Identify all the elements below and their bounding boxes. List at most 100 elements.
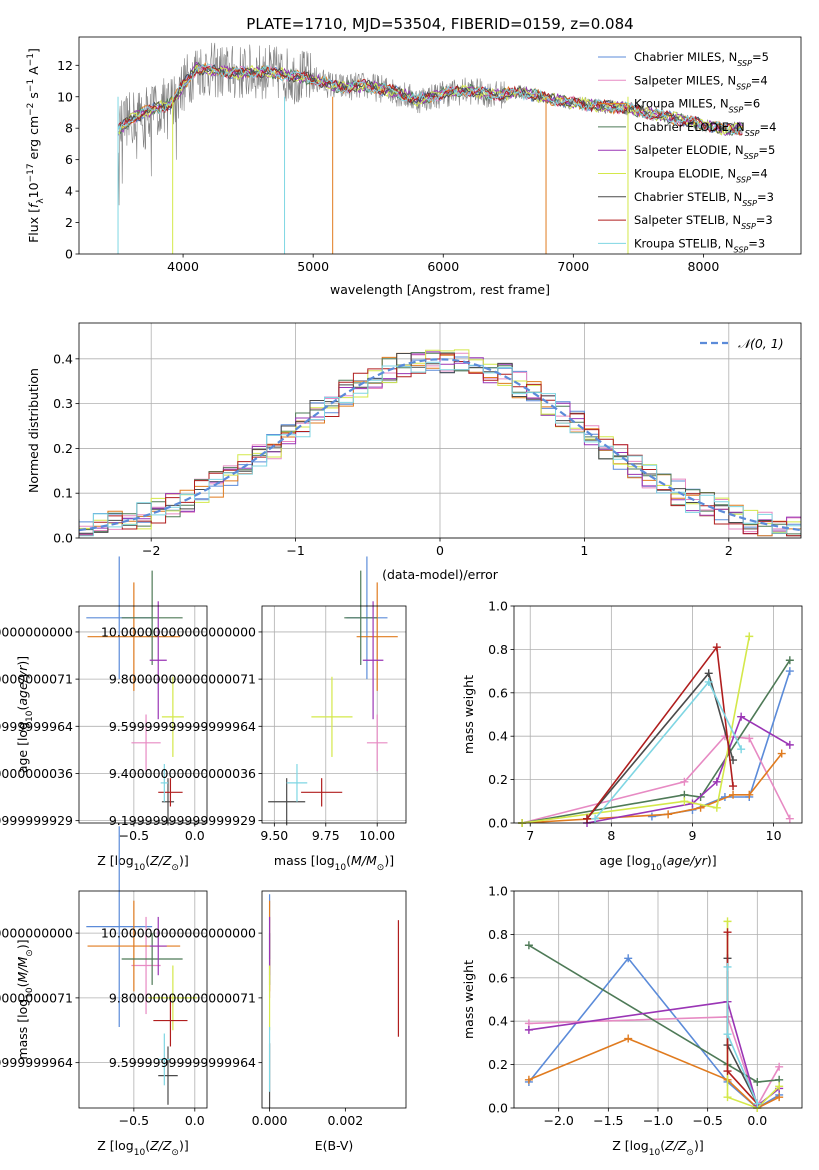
y-tick-label: 0.4 bbox=[488, 1014, 508, 1029]
y-tick-label: 9.80000000000000071 bbox=[0, 672, 73, 687]
axes-frame bbox=[78, 36, 802, 255]
legend-entry: Chabrier ELODIE, NSSP=4 bbox=[634, 120, 776, 138]
legend-entry: Kroupa STELIB, NSSP=3 bbox=[634, 236, 765, 254]
y-tick-label: 0.1 bbox=[53, 486, 73, 501]
x-tick-label: −0.5 bbox=[119, 828, 149, 843]
y-tick-label: 0.3 bbox=[53, 396, 73, 411]
x-tick-label: 1 bbox=[580, 543, 588, 558]
spectrum-model-line bbox=[117, 64, 743, 134]
mass_weight_vs_Z-xlabel: Z [log10(Z/Z⊙)] bbox=[612, 1138, 703, 1158]
x-tick-label: 0.002 bbox=[327, 1113, 363, 1128]
weight-marker bbox=[712, 803, 721, 812]
weight-marker bbox=[775, 1082, 784, 1091]
y-tick-label: 0.4 bbox=[53, 351, 73, 366]
x-tick-label: 8000 bbox=[688, 259, 720, 274]
y-tick-label: 0.6 bbox=[488, 685, 508, 700]
weight-marker bbox=[524, 1025, 533, 1034]
y-tick-label: 0.6 bbox=[488, 970, 508, 985]
residuals-xlabel: (data-model)/error bbox=[382, 567, 499, 582]
spectrum-model-line bbox=[117, 63, 743, 135]
axes-frame bbox=[78, 322, 802, 539]
weight-marker bbox=[712, 643, 721, 652]
y-tick-label: 9.80000000000000071 bbox=[109, 672, 256, 687]
mass_weight_vs_age-xlabel: age [log10(age/yr)] bbox=[599, 853, 716, 873]
age_vs_Z-xlabel: Z [log10(Z/Z⊙)] bbox=[97, 853, 188, 873]
weight-marker bbox=[704, 677, 713, 686]
legend-entry: Chabrier STELIB, NSSP=3 bbox=[634, 190, 774, 208]
spectrum-ylabel: Flux [fλ10−17 erg cm−2 s−1 A−1] bbox=[26, 48, 46, 243]
axes-frame bbox=[261, 605, 407, 824]
weight-marker bbox=[583, 814, 592, 823]
weight-marker bbox=[745, 734, 754, 743]
weight-marker bbox=[723, 962, 732, 971]
y-tick-label: 10.00000000000000000 bbox=[0, 926, 73, 941]
spectrum-panel: 4000 5000 6000 7000 8000 0 2 4 6 8 10 12 wavelength … bbox=[26, 36, 802, 297]
x-tick-label: −0.5 bbox=[119, 1113, 149, 1128]
y-tick-label: 0.0 bbox=[53, 531, 73, 546]
legend-entry: Salpeter ELODIE, NSSP=5 bbox=[634, 143, 775, 161]
x-tick-label: 6000 bbox=[427, 259, 459, 274]
mass_vs_Z-ylabel: mass [log10(M/M⊙)] bbox=[15, 939, 35, 1059]
y-tick-label: 9.40000000000000036 bbox=[0, 766, 73, 781]
weight-marker bbox=[723, 1030, 732, 1039]
weight-marker bbox=[704, 669, 713, 678]
y-tick-label: 10 bbox=[57, 89, 73, 104]
y-tick-label: 8 bbox=[65, 121, 73, 136]
x-tick-label: 7000 bbox=[557, 259, 589, 274]
weight-marker bbox=[723, 928, 732, 937]
weight-marker bbox=[591, 814, 600, 823]
y-tick-label: 9.40000000000000036 bbox=[109, 766, 256, 781]
mass_vs_Z-xlabel: Z [log10(Z/Z⊙)] bbox=[97, 1138, 188, 1158]
x-tick-label: 5000 bbox=[297, 259, 329, 274]
legend-entry: Kroupa MILES, NSSP=6 bbox=[634, 97, 760, 115]
weight-marker bbox=[729, 790, 738, 799]
x-tick-label: 2 bbox=[725, 543, 733, 558]
age_vs_mass-panel: 9.50 9.75 10.00 9.19999999999999929 9.400000… bbox=[101, 556, 407, 873]
y-tick-label: 9.59999999999999964 bbox=[109, 719, 256, 734]
mass_weight_vs_age-ylabel: mass weight bbox=[461, 675, 476, 754]
legend-entry: Salpeter STELIB, NSSP=3 bbox=[634, 213, 773, 231]
y-tick-label: 0.4 bbox=[488, 729, 508, 744]
x-tick-label: 0.0 bbox=[185, 1113, 205, 1128]
weight-marker bbox=[785, 667, 794, 676]
mass_vs_ebv-panel: 0.000 0.002 9.59999999999999964 9.800000000… bbox=[101, 890, 407, 1153]
weight-marker bbox=[777, 749, 786, 758]
residuals-panel: −2 −1 0 1 2 0.0 0.1 0.2 0.3 0.4 (data-model)/error… bbox=[26, 322, 802, 582]
legend-entry: Chabrier MILES, NSSP=5 bbox=[634, 50, 769, 68]
histogram-step bbox=[79, 361, 801, 537]
weight-marker bbox=[745, 632, 754, 641]
y-tick-label: 9.80000000000000071 bbox=[0, 990, 73, 1005]
y-tick-label: 10.00000000000000000 bbox=[0, 624, 73, 639]
x-tick-label: 10.00 bbox=[359, 828, 395, 843]
weight-marker bbox=[624, 954, 633, 963]
weight-marker bbox=[723, 1067, 732, 1076]
x-tick-label: 9.75 bbox=[312, 828, 340, 843]
weight-marker bbox=[680, 797, 689, 806]
weight-marker bbox=[712, 777, 721, 786]
y-tick-label: 4 bbox=[65, 184, 73, 199]
legend-entry: Kroupa ELODIE, NSSP=4 bbox=[634, 167, 768, 185]
y-tick-label: 9.59999999999999964 bbox=[0, 1055, 73, 1070]
axes-frame bbox=[78, 605, 208, 824]
charts-root: 4000 5000 6000 7000 8000024681012wavelength … bbox=[0, 36, 803, 1158]
y-tick-label: 1.0 bbox=[488, 599, 508, 614]
age_vs_mass-xlabel: mass [log10(M/M⊙)] bbox=[274, 853, 394, 873]
x-tick-label: 0.000 bbox=[252, 1113, 288, 1128]
age_vs_Z-panel: −0.5 0.0 9.19999999999999929 9.400000000000… bbox=[0, 556, 208, 873]
x-tick-label: −1.0 bbox=[643, 1113, 673, 1128]
axes-frame bbox=[261, 890, 407, 1109]
age_vs_Z-ylabel: age [log10(age/yr)] bbox=[15, 656, 35, 773]
x-tick-label: 9.50 bbox=[260, 828, 288, 843]
y-tick-label: 0.0 bbox=[488, 1101, 508, 1116]
x-tick-label: −1.5 bbox=[593, 1113, 623, 1128]
axes-frame bbox=[78, 890, 208, 1109]
weight-marker bbox=[664, 810, 673, 819]
mass_weight_vs_age-panel: 7 8 9 10 0.0 0.2 0.4 0.6 0.8 1.0 age [log10(age/yr… bbox=[461, 599, 803, 873]
mass_vs_ebv-xlabel: E(B-V) bbox=[315, 1138, 354, 1153]
weight-marker bbox=[745, 790, 754, 799]
weight-marker bbox=[753, 1077, 762, 1086]
axes-frame bbox=[513, 890, 803, 1109]
weight-marker bbox=[785, 814, 794, 823]
y-tick-label: 9.19999999999999929 bbox=[0, 813, 73, 828]
